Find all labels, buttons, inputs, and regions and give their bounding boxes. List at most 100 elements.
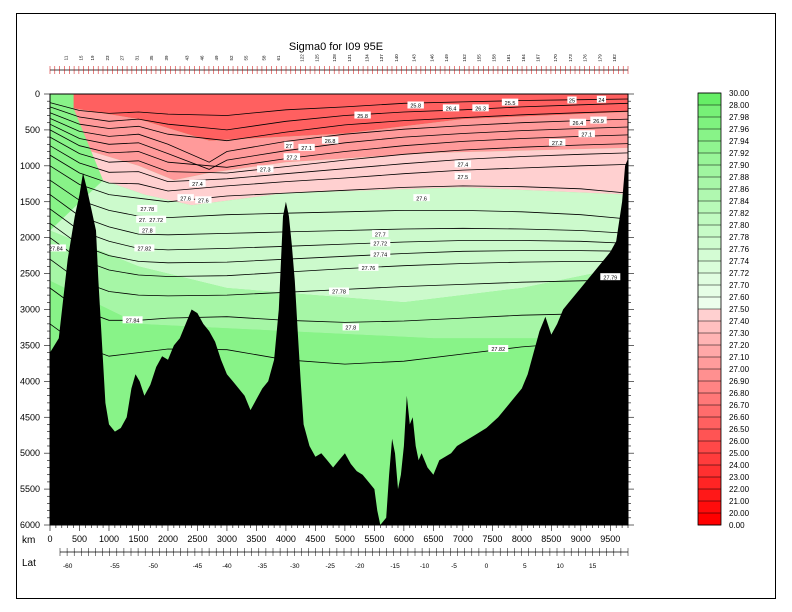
y-tick-label-11: 5500 <box>20 484 40 494</box>
contour-line-6 <box>49 136 629 174</box>
plot-frame <box>16 13 776 599</box>
station-label-4: 27 <box>120 55 125 61</box>
contour-label-8: 26.9 <box>593 119 604 125</box>
lat-label-8: -20 <box>355 563 365 570</box>
x-tick-label-8: 4000 <box>276 534 296 544</box>
colorbar-swatch-7 <box>698 177 721 190</box>
contour-label-12: 27.1 <box>301 146 312 152</box>
colorbar-swatch-28 <box>698 429 721 442</box>
contour-label-30: 27.82 <box>137 247 151 253</box>
colorbar-swatch-17 <box>698 297 721 310</box>
contour-label-17: 27.5 <box>457 175 468 181</box>
colorbar-label-1: 28.00 <box>729 101 750 110</box>
station-label-1: 15 <box>78 55 83 61</box>
contour-label-bg-36 <box>45 244 66 252</box>
x-tick-label-10: 5000 <box>335 534 355 544</box>
lat-label-13: 5 <box>523 563 527 570</box>
x-axis: 0 500 1000 1500 2000 2500 3000 3500 4000 4500 5000… <box>47 524 629 544</box>
lat-label-12: 0 <box>485 563 489 570</box>
colorbar-swatch-32 <box>698 477 721 490</box>
contour-label-bg-25 <box>370 239 391 247</box>
contour-label-23: 27.72 <box>149 218 163 224</box>
station-label-6: 35 <box>149 55 154 61</box>
station-label-24: 149 <box>444 54 449 62</box>
colorbar-label-32: 23.00 <box>729 473 750 482</box>
colorbar-label-5: 27.92 <box>729 149 750 158</box>
station-label-33: 176 <box>583 54 588 62</box>
colorbar-label-10: 27.82 <box>729 209 750 218</box>
contour-label-bg-7 <box>569 118 587 126</box>
colorbar-swatch-10 <box>698 213 721 226</box>
contour-label-7: 26.4 <box>573 121 584 127</box>
contour-label-bg-29 <box>139 226 156 234</box>
contour-label-14: 27.2 <box>286 155 297 161</box>
colorbar-label-23: 27.00 <box>729 365 750 374</box>
contour-line-8 <box>49 154 629 192</box>
lat-label-4: -40 <box>222 563 232 570</box>
station-label-19: 134 <box>364 54 369 62</box>
colorbar-label-16: 27.70 <box>729 281 750 290</box>
colorbar-swatch-20 <box>698 333 721 346</box>
colorbar-label-7: 27.88 <box>729 173 750 182</box>
colorbar-swatch-30 <box>698 453 721 466</box>
colorbar-label-6: 27.90 <box>729 161 750 170</box>
colorbar-label-29: 26.00 <box>729 437 750 446</box>
colorbar-label-30: 25.00 <box>729 449 750 458</box>
colorbar-swatch-29 <box>698 441 721 454</box>
station-label-26: 155 <box>477 54 482 62</box>
contour-label-bg-10 <box>549 138 566 146</box>
lat-label-7: -25 <box>325 563 335 570</box>
contour-label-bg-30 <box>134 244 155 252</box>
x-tick-label-17: 8500 <box>541 534 561 544</box>
station-label-17: 128 <box>332 54 337 62</box>
x-tick-label-11: 5500 <box>364 534 384 544</box>
y-tick-label-0: 0 <box>35 89 40 99</box>
colorbar-swatch-4 <box>698 141 721 154</box>
contour-label-bg-18 <box>189 179 206 187</box>
y-tick-label-9: 4500 <box>20 412 40 422</box>
colorbar: 30.00 28.00 27.98 27.96 27.94 27.92 27.90 27.88… <box>697 89 750 530</box>
contour-label-36: 27.84 <box>49 247 63 253</box>
colorbar-label-20: 27.30 <box>729 329 750 338</box>
colorbar-label-27: 26.60 <box>729 413 750 422</box>
contour-label-29: 27.8 <box>142 229 153 235</box>
colorbar-swatch-18 <box>698 309 721 322</box>
contour-label-bg-22 <box>136 215 153 223</box>
colorbar-label-25: 26.80 <box>729 389 750 398</box>
contour-label-35: 27.84 <box>126 318 140 324</box>
colorbar-swatch-24 <box>698 381 721 394</box>
contour-label-31: 27.79 <box>603 275 617 281</box>
contour-label-bg-33 <box>342 323 359 331</box>
station-label-0: 11 <box>64 55 69 60</box>
y-axis: 0 500 1000 1500 2000 2500 3000 3500 4000 4500 5000… <box>20 89 634 530</box>
contour-label-24: 27.7 <box>375 232 386 238</box>
colorbar-swatch-3 <box>698 129 721 142</box>
station-label-11: 52 <box>229 55 234 61</box>
contour-label-6: 26.3 <box>475 107 486 113</box>
contour-label-bg-4 <box>354 111 371 119</box>
colorbar-label-3: 27.96 <box>729 125 750 134</box>
x-tick-label-14: 7000 <box>453 534 473 544</box>
colorbar-swatch-34 <box>698 501 721 514</box>
colorbar-label-4: 27.94 <box>729 137 750 146</box>
contour-line-7 <box>49 145 629 183</box>
contour-line-4 <box>49 123 629 170</box>
station-label-34: 179 <box>597 54 602 62</box>
contour-label-9: 27.1 <box>581 132 592 138</box>
contour-label-bg-3 <box>407 101 424 109</box>
contour-label-bg-28 <box>137 204 158 212</box>
station-label-35: 182 <box>612 54 617 62</box>
x-tick-label-15: 7500 <box>482 534 502 544</box>
x-tick-label-7: 3500 <box>246 534 266 544</box>
colorbar-swatch-8 <box>698 189 721 202</box>
density-band-4 <box>50 230 628 339</box>
contour-label-34: 27.82 <box>491 347 505 353</box>
contour-label-4: 25.8 <box>357 114 368 120</box>
contour-label-bg-11 <box>321 136 339 144</box>
contour-label-bg-19 <box>177 194 194 202</box>
plot-area: 24 25 25.5 25.8 25.8 26.4 26.3 26.4 26.9 27.1 27.2… <box>45 93 629 526</box>
colorbar-swatch-19 <box>698 321 721 334</box>
station-label-20: 137 <box>379 54 384 62</box>
colorbar-swatch-12 <box>698 237 721 250</box>
x-tick-label-16: 8000 <box>512 534 532 544</box>
